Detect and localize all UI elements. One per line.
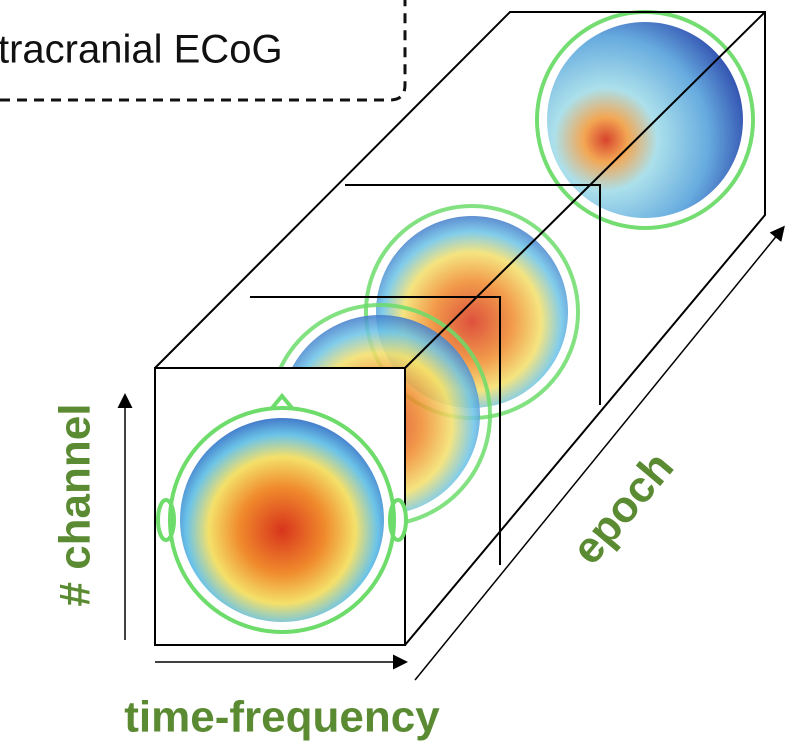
y-axis-label: # channel	[51, 404, 100, 607]
x-axis-label: time-frequency	[124, 693, 440, 742]
topomap	[537, 12, 753, 228]
title: tracranial ECoG	[0, 28, 283, 72]
depth-axis-label: epoch	[562, 443, 683, 574]
diagram: tracranial ECoG # channel time-frequency…	[0, 0, 799, 749]
